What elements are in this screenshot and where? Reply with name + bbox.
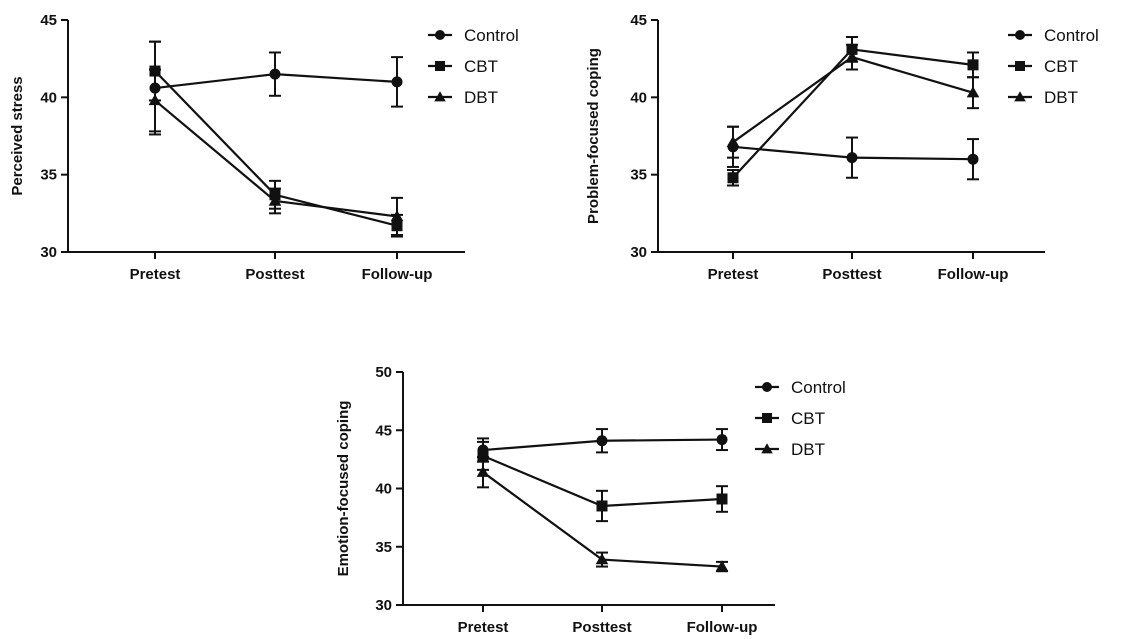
- x-tick-label: Follow-up: [362, 266, 433, 283]
- series-control: [477, 428, 728, 463]
- chart-panel-1: 30 35 40 45 Pretest Posttest Follow-up Perceive…: [9, 12, 519, 283]
- data-point-circle: [596, 435, 608, 447]
- legend-label: Control: [1044, 26, 1099, 45]
- data-point-triangle: [726, 135, 740, 147]
- data-point-square: [477, 450, 489, 462]
- x-tick-label: Pretest: [458, 619, 509, 636]
- y-tick-label: 40: [40, 89, 57, 106]
- legend-marker-square: [1015, 61, 1025, 71]
- legend-marker-square: [435, 61, 445, 71]
- legend-marker-square: [762, 413, 772, 423]
- legend-item: DBT: [1008, 88, 1078, 107]
- x-tick-label: Pretest: [130, 266, 181, 283]
- legend-label: CBT: [791, 409, 825, 428]
- legend: Control CBT DBT: [428, 26, 519, 107]
- data-point-triangle: [148, 94, 162, 106]
- y-tick-label: 35: [40, 167, 57, 184]
- legend-label: Control: [464, 26, 519, 45]
- legend-item: CBT: [755, 409, 825, 428]
- y-tick-label: 30: [40, 244, 57, 261]
- legend-label: CBT: [464, 57, 498, 76]
- legend-marker-circle: [1015, 30, 1025, 40]
- series-dbt: [148, 68, 404, 236]
- x-tick-label: Follow-up: [687, 619, 758, 636]
- legend-marker-circle: [762, 382, 772, 392]
- data-point-circle: [391, 76, 403, 88]
- x-tick-label: Posttest: [822, 266, 881, 283]
- legend-label: DBT: [791, 440, 825, 459]
- x-tick-label: Pretest: [708, 266, 759, 283]
- legend-item: CBT: [428, 57, 498, 76]
- y-axis-label: Perceived stress: [9, 76, 26, 195]
- y-tick-label: 45: [375, 422, 392, 439]
- legend: Control CBT DBT: [755, 378, 846, 459]
- y-tick-label: 45: [630, 12, 647, 29]
- series-control: [149, 40, 403, 136]
- y-tick-label: 40: [375, 481, 392, 498]
- x-tick-label: Posttest: [245, 266, 304, 283]
- data-point-square: [967, 59, 979, 71]
- y-tick-label: 45: [40, 12, 57, 29]
- legend-marker-circle: [435, 30, 445, 40]
- data-point-circle: [846, 152, 858, 164]
- series-control: [727, 125, 979, 181]
- y-axis-label: Emotion-focused coping: [335, 401, 352, 577]
- data-point-square: [716, 493, 728, 505]
- data-point-triangle: [476, 465, 490, 477]
- series-dbt: [476, 456, 729, 573]
- chart-panel-2: 30 35 40 45 Pretest Posttest Follow-up Problem-…: [585, 12, 1099, 283]
- data-point-square: [596, 500, 608, 512]
- series-cbt: [477, 440, 728, 523]
- y-tick-label: 40: [630, 89, 647, 106]
- legend: Control CBT DBT: [1008, 26, 1099, 107]
- data-point-circle: [269, 68, 281, 80]
- legend-label: DBT: [1044, 88, 1078, 107]
- series-dbt: [726, 43, 980, 159]
- legend-label: CBT: [1044, 57, 1078, 76]
- data-point-circle: [967, 153, 979, 165]
- y-tick-label: 35: [375, 539, 392, 556]
- data-point-triangle: [268, 194, 282, 206]
- chart-panel-3: 30 35 40 45 50 Pretest Posttest Follow-up Emotio…: [335, 364, 846, 636]
- x-tick-label: Posttest: [572, 619, 631, 636]
- data-point-triangle: [715, 560, 729, 572]
- legend-label: DBT: [464, 88, 498, 107]
- data-point-triangle: [845, 50, 859, 62]
- data-point-triangle: [966, 86, 980, 98]
- legend-item: DBT: [755, 440, 825, 459]
- legend-marker-triangle: [761, 443, 773, 454]
- y-tick-label: 30: [630, 244, 647, 261]
- legend-item: CBT: [1008, 57, 1078, 76]
- legend-label: Control: [791, 378, 846, 397]
- data-point-triangle: [595, 553, 609, 565]
- legend-item: DBT: [428, 88, 498, 107]
- data-point-triangle: [390, 210, 404, 222]
- data-point-circle: [716, 434, 728, 446]
- legend-marker-triangle: [434, 91, 446, 102]
- y-tick-label: 35: [630, 167, 647, 184]
- y-tick-label: 50: [375, 364, 392, 381]
- data-point-square: [727, 172, 739, 184]
- legend-item: Control: [1008, 26, 1099, 45]
- y-tick-label: 30: [375, 597, 392, 614]
- legend-item: Control: [428, 26, 519, 45]
- x-tick-label: Follow-up: [938, 266, 1009, 283]
- legend-item: Control: [755, 378, 846, 397]
- legend-marker-triangle: [1014, 91, 1026, 102]
- y-axis-label: Problem-focused coping: [585, 48, 602, 224]
